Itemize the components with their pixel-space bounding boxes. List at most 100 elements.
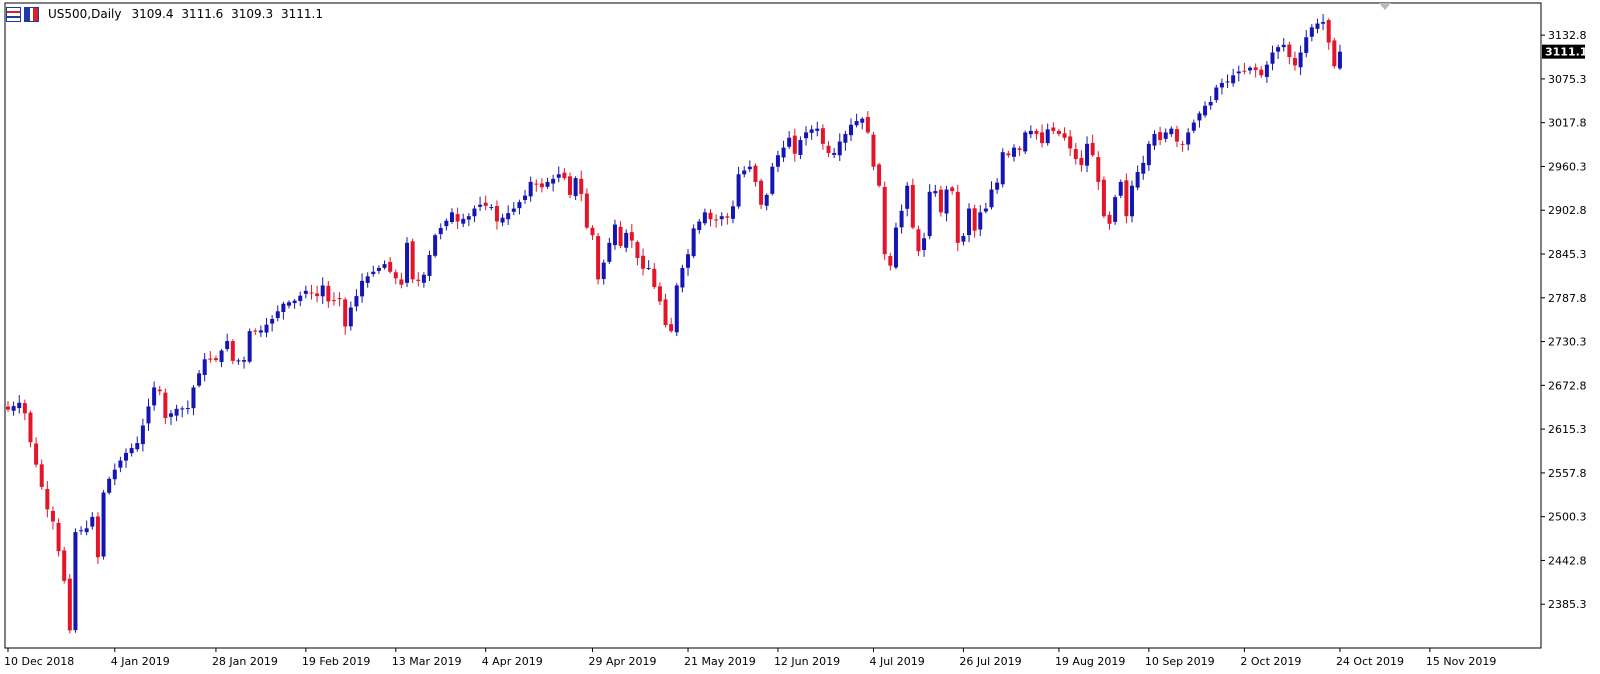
candle-body: [1225, 81, 1230, 83]
candle: [416, 272, 421, 287]
axes-layer: 3132.8 3075.3 3017.8 2960.3 2902.8 2845.3 2787…: [4, 2, 1587, 668]
candle-body: [371, 271, 376, 275]
candle: [298, 291, 303, 307]
candle: [124, 448, 129, 468]
candle: [646, 260, 651, 271]
candle-body: [1040, 132, 1045, 144]
y-tick-label: 2442.8: [1548, 554, 1587, 567]
candle: [843, 130, 848, 151]
candle-body: [961, 235, 966, 242]
candle-body: [534, 183, 539, 185]
candle-body: [1085, 143, 1090, 166]
candle-body: [804, 132, 809, 139]
candle-body: [1135, 172, 1140, 188]
candle-body: [798, 140, 803, 155]
candle: [1101, 176, 1106, 219]
y-tick-label: 2960.3: [1548, 160, 1587, 173]
candle-body: [955, 191, 960, 243]
candle-body: [899, 210, 904, 228]
candle-body: [67, 578, 72, 631]
x-tick-label: 4 Jul 2019: [869, 655, 924, 668]
candle: [1309, 24, 1314, 42]
candle: [657, 282, 662, 306]
candle-body: [877, 164, 882, 186]
candle-body: [337, 298, 342, 300]
candle: [1118, 179, 1123, 199]
candle: [832, 147, 837, 159]
candle-body: [1253, 67, 1258, 70]
candle-body: [129, 447, 134, 454]
candle-body: [1017, 148, 1022, 150]
x-tick-label: 10 Dec 2018: [4, 655, 74, 668]
candle-body: [146, 406, 151, 424]
candle: [382, 260, 387, 270]
candle-body: [882, 186, 887, 255]
candle-body: [95, 516, 100, 558]
candle: [809, 125, 814, 140]
candle-body: [742, 170, 747, 175]
candle: [461, 213, 466, 228]
candle-body: [635, 242, 640, 259]
candle: [354, 289, 359, 312]
candle-body: [674, 285, 679, 333]
candle-body: [865, 117, 870, 133]
x-tick-label: 13 Mar 2019: [392, 655, 462, 668]
candle-body: [258, 330, 263, 333]
candle-body: [1264, 64, 1269, 77]
candle: [1287, 41, 1292, 65]
candle: [50, 506, 55, 530]
candle-body: [124, 452, 129, 461]
candle: [112, 463, 117, 486]
candle: [759, 178, 764, 209]
candle-body: [34, 443, 39, 465]
candle-body: [174, 408, 179, 416]
candle-body: [1214, 87, 1219, 101]
candle: [568, 172, 572, 199]
candle: [444, 218, 449, 231]
candle-body: [494, 206, 499, 222]
candle: [978, 205, 983, 237]
candle: [1337, 44, 1342, 71]
candle-body: [455, 214, 460, 222]
candle: [303, 285, 308, 299]
candle: [1219, 78, 1224, 95]
candle-body: [1332, 40, 1337, 67]
candle-body: [478, 204, 483, 207]
candle: [1079, 150, 1084, 172]
candle: [1214, 84, 1219, 103]
candle-body: [719, 216, 724, 220]
candle: [849, 118, 853, 142]
candle-body: [601, 262, 606, 280]
candle-body: [736, 174, 741, 207]
timeframe-icon[interactable]: [24, 6, 39, 22]
candle-body: [1146, 143, 1151, 166]
candle-body: [264, 324, 269, 333]
candle: [449, 208, 454, 224]
candle-body: [792, 135, 797, 154]
candle-body: [989, 189, 994, 208]
candle: [73, 528, 78, 633]
candle: [360, 273, 365, 303]
candle-body: [933, 191, 938, 194]
candle-body: [1304, 37, 1309, 53]
candle: [264, 317, 269, 338]
chart-properties-icon[interactable]: [6, 6, 21, 22]
candle: [343, 297, 348, 335]
chart-shift-marker[interactable]: [1379, 3, 1391, 10]
candle-body: [152, 387, 157, 406]
candle: [1225, 74, 1230, 89]
candle-body: [1169, 128, 1174, 135]
candle: [163, 388, 168, 425]
x-tick-label: 29 Apr 2019: [588, 655, 656, 668]
candle: [618, 221, 623, 249]
candle-body: [1242, 70, 1247, 72]
candle-body: [320, 285, 325, 297]
candle-body: [1096, 157, 1101, 182]
candle: [405, 237, 410, 288]
candle: [28, 410, 33, 448]
candle: [680, 264, 685, 293]
candle-body: [775, 155, 780, 167]
current-price-label: 3111.1: [1545, 46, 1587, 59]
candle: [910, 178, 915, 230]
